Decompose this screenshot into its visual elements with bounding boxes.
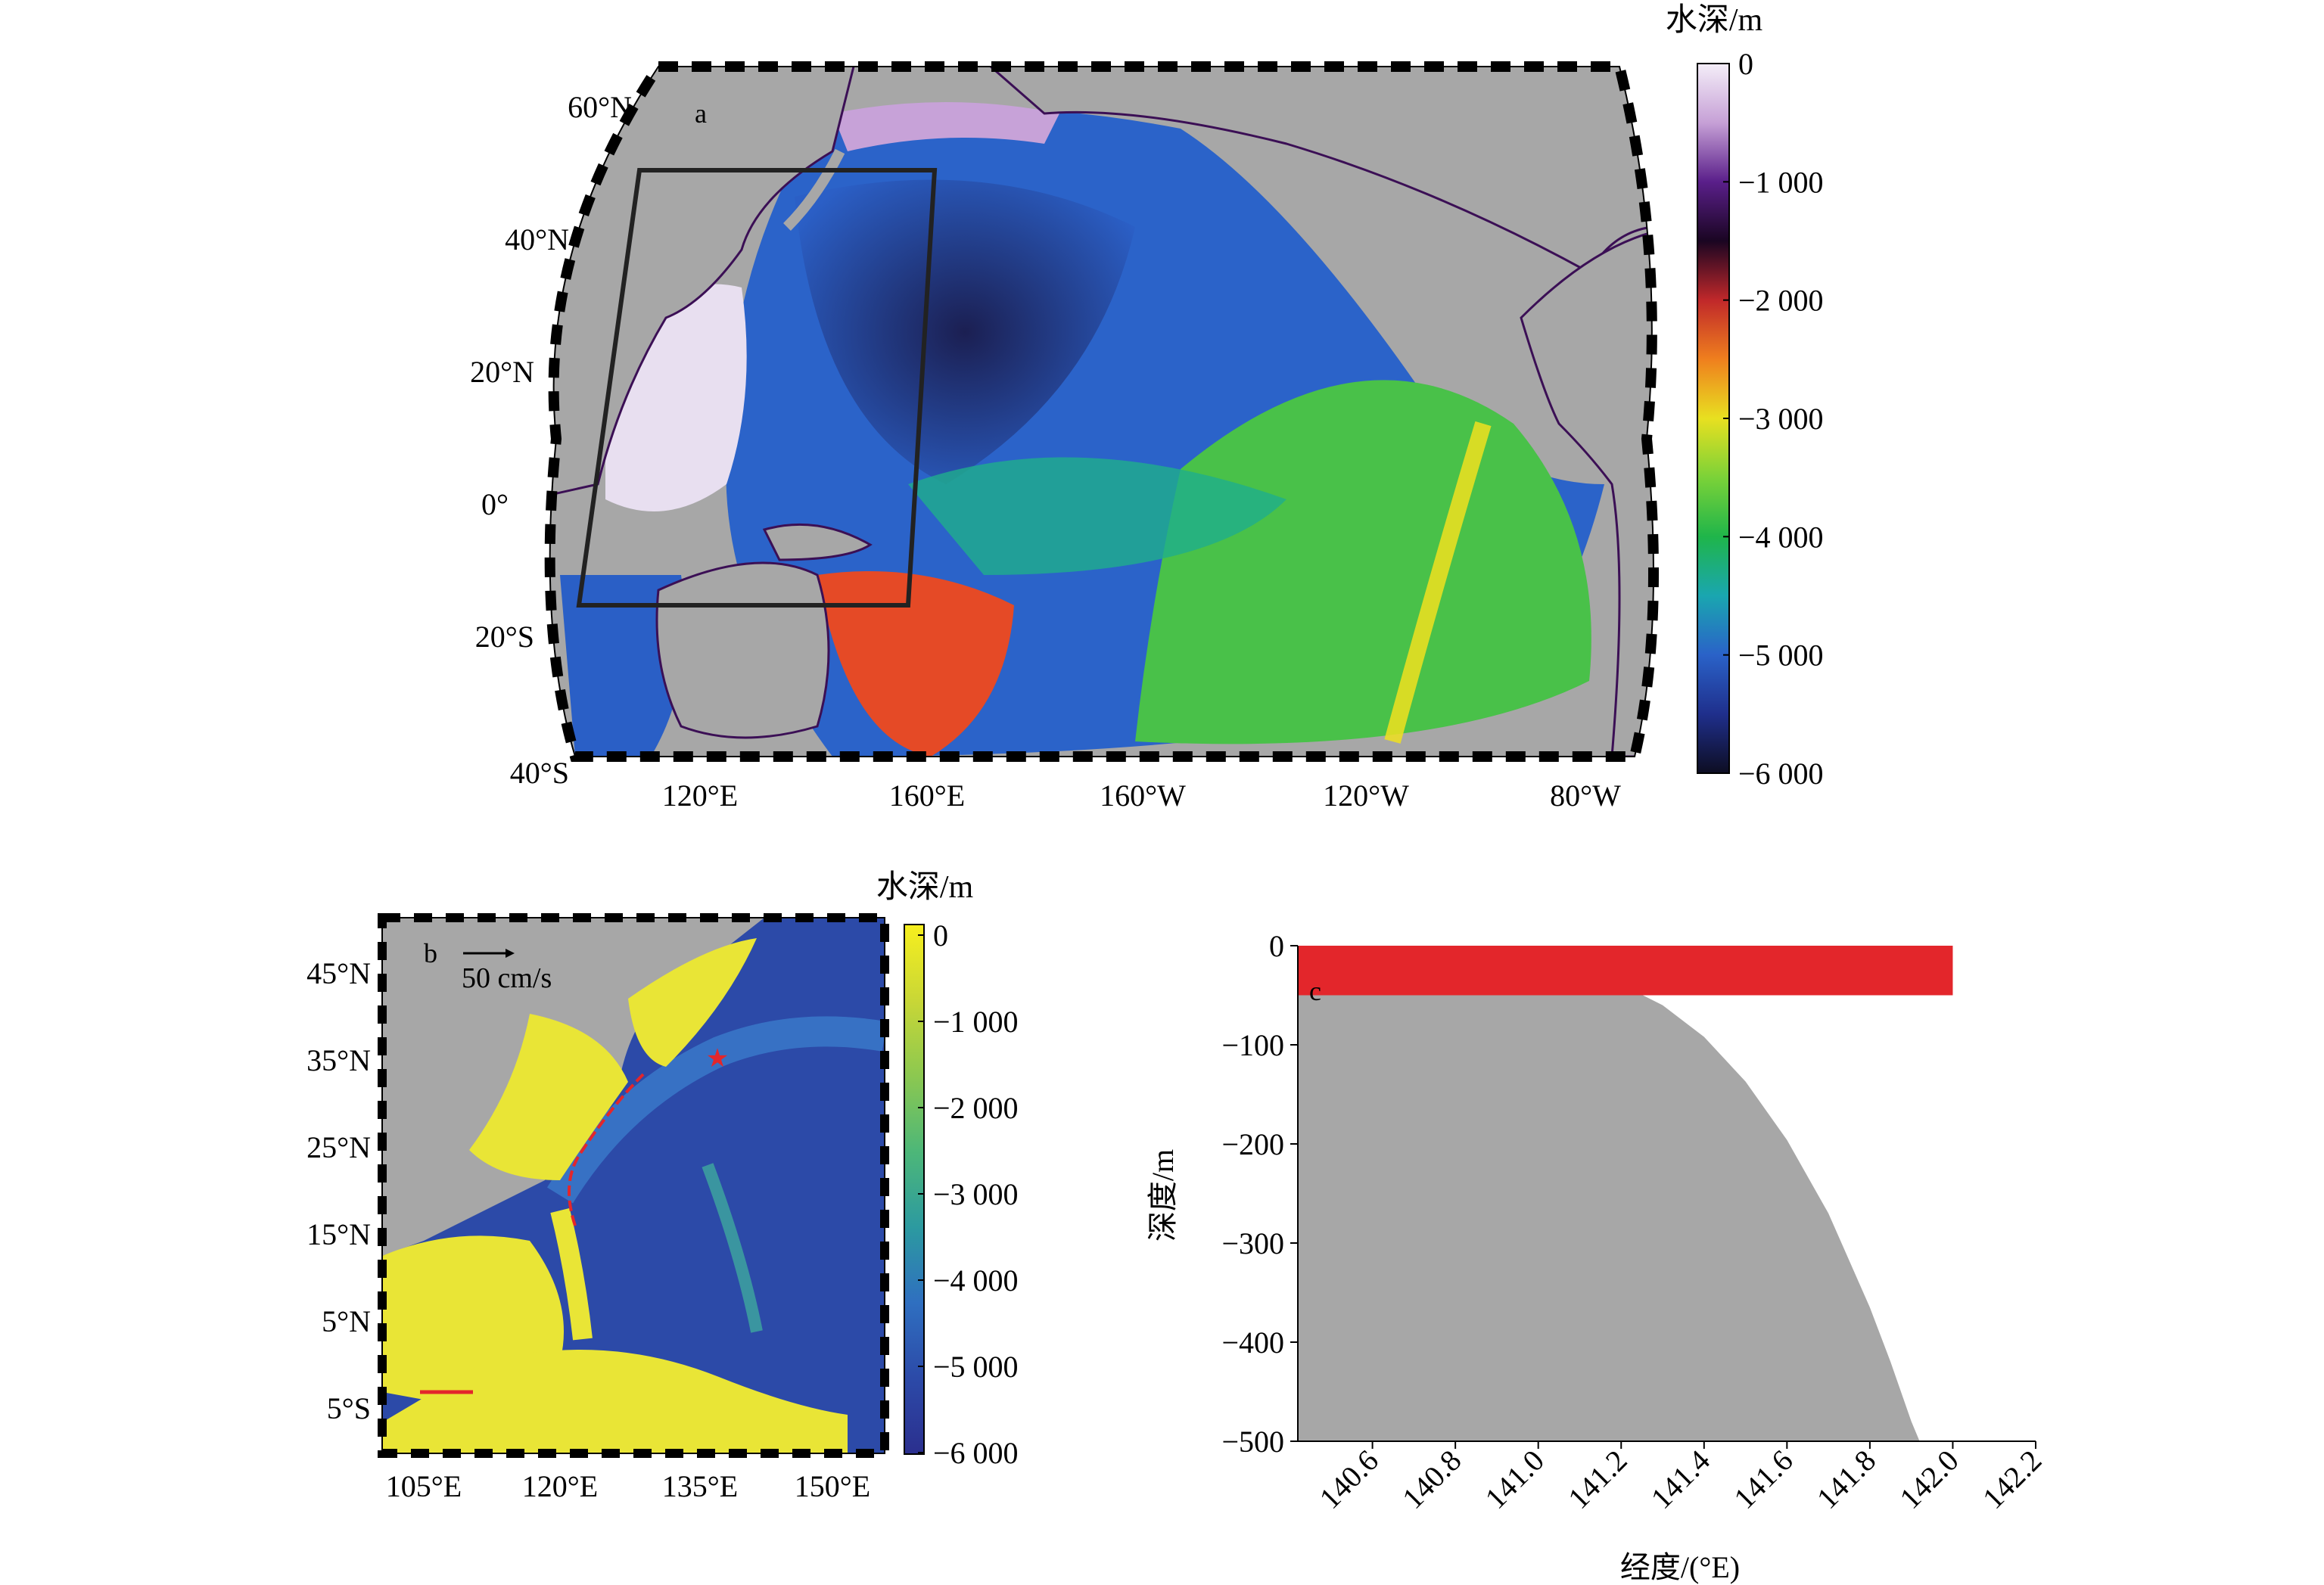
- lat-label: 5°S: [327, 1391, 371, 1425]
- colorbar-tick-label: −6 000: [933, 1436, 1019, 1470]
- colorbar-tick-label: −2 000: [933, 1091, 1019, 1125]
- y-tick-label: −100: [1221, 1028, 1284, 1062]
- kuroshio-band: [546, 1016, 885, 1204]
- y-tick-label: −200: [1221, 1127, 1284, 1161]
- surface-layer-band: [1298, 946, 1953, 996]
- lon-label: 120°E: [662, 779, 738, 813]
- x-tick-label: 141.4: [1644, 1444, 1716, 1515]
- y-tick-label: −400: [1221, 1325, 1284, 1360]
- panel-a-map: a 60°N 40°N 20°N 0° 20°S 40°S 120°E 160°…: [470, 61, 1659, 813]
- colorbar-tick-label: −4 000: [933, 1263, 1019, 1298]
- panel-a-lat-labels: 60°N 40°N 20°N 0° 20°S 40°S: [470, 90, 632, 790]
- lat-label: 35°N: [306, 1043, 371, 1077]
- lon-label: 120°W: [1323, 779, 1409, 813]
- colorbar-b-ramp: [904, 924, 925, 1455]
- panel-b-label: b: [424, 938, 437, 968]
- colorbar-tick-label: −1 000: [1738, 165, 1824, 199]
- lat-label: 0°: [481, 487, 509, 521]
- philippines-islands: [550, 1207, 593, 1341]
- lat-label: 60°N: [568, 90, 632, 124]
- panel-a-lon-labels: 120°E 160°E 160°W 120°W 80°W: [662, 779, 1621, 813]
- y-tick-label: −500: [1221, 1425, 1284, 1459]
- colorbar-a-title: 水深/m: [1666, 3, 1763, 38]
- y-tick-label: −300: [1221, 1226, 1284, 1260]
- seafloor-area: [1298, 946, 1920, 1441]
- colorbar-tick-label: −3 000: [933, 1177, 1019, 1211]
- y-tick-label: 0: [1269, 929, 1284, 963]
- colorbar-tick-label: 0: [933, 918, 948, 953]
- lat-label: 40°N: [505, 222, 569, 256]
- lat-label: 45°N: [306, 956, 371, 990]
- panel-b-map: ★ b 50 cm/s 45°N 35°N 25°N 15°N 5°N 5°S …: [306, 913, 889, 1503]
- velocity-scale-label: 50 cm/s: [462, 962, 552, 994]
- colorbar-tick-label: −2 000: [1738, 284, 1824, 318]
- lat-label: 40°S: [510, 756, 569, 790]
- panel-c-ylabel: 深度/m: [1146, 1149, 1180, 1242]
- colorbar-b-title: 水深/m: [876, 870, 974, 905]
- x-tick-label: 141.6: [1727, 1444, 1799, 1515]
- x-tick-label: 142.0: [1893, 1444, 1965, 1515]
- study-area-box: [576, 168, 938, 608]
- lon-label: 160°W: [1100, 779, 1186, 813]
- colorbar-tick-label: −1 000: [933, 1005, 1019, 1039]
- japan-shelf: [628, 938, 757, 1067]
- east-pacific-rise-ridge: [1384, 421, 1492, 744]
- alaska-landmass: [981, 67, 1654, 275]
- colorbar-tick-label: 0: [1738, 47, 1753, 81]
- station-star-icon: ★: [706, 1045, 729, 1073]
- lat-label: 15°N: [306, 1217, 371, 1251]
- lon-label: 135°E: [662, 1469, 738, 1503]
- lat-label: 5°N: [322, 1304, 371, 1338]
- panel-a-label: a: [695, 98, 707, 129]
- kuroshio-path-line: [568, 1073, 645, 1226]
- lat-label: 20°N: [470, 355, 534, 389]
- japan-arc: [783, 148, 845, 231]
- x-tick-label: 142.2: [1976, 1444, 2048, 1515]
- maritime-continent: [382, 1350, 848, 1453]
- tropical-green-field: [908, 457, 1286, 575]
- deep-pacific-field: [795, 179, 1135, 484]
- australia-landmass: [655, 561, 830, 739]
- x-tick-label: 141.0: [1479, 1444, 1551, 1515]
- tasman-red-field: [817, 571, 1014, 757]
- lon-label: 105°E: [386, 1469, 462, 1503]
- bering-shelf-field: [832, 102, 1059, 151]
- americas-landmass: [1520, 225, 1654, 757]
- colorbar-tick-label: −3 000: [1738, 402, 1824, 436]
- panel-b-lon-labels: 105°E 120°E 135°E 150°E: [386, 1469, 870, 1503]
- lat-label: 20°S: [475, 620, 534, 654]
- lat-label: 25°N: [306, 1130, 371, 1164]
- x-tick-label: 140.8: [1395, 1444, 1467, 1515]
- new-guinea-landmass: [762, 523, 873, 561]
- south-indian-field: [560, 575, 685, 757]
- colorbar-tick-label: −5 000: [933, 1350, 1019, 1384]
- x-tick-label: 140.6: [1313, 1444, 1385, 1515]
- lon-label: 160°E: [889, 779, 965, 813]
- lon-label: 150°E: [795, 1469, 870, 1503]
- lon-label: 120°E: [522, 1469, 598, 1503]
- panel-b-colorbar: 水深/m 0 −1 000 −2 000 −3 000 −4 000 −5 000 −6 0…: [876, 870, 1019, 1470]
- panel-a-colorbar: 水深/m 0 −1 000 −2 000 −3 000 −4 000 −5 000 −6 0…: [1666, 3, 1824, 791]
- x-tick-label: 141.8: [1810, 1444, 1882, 1515]
- lon-label: 80°W: [1550, 779, 1621, 813]
- panel-c-label: c: [1309, 976, 1321, 1006]
- colorbar-tick-label: −5 000: [1738, 639, 1824, 673]
- x-tick-label: 141.2: [1561, 1444, 1633, 1515]
- panel-c-xlabel: 经度/(°E): [1620, 1550, 1740, 1584]
- colorbar-tick-label: −4 000: [1738, 520, 1824, 554]
- velocity-scale-arrow: [463, 949, 515, 958]
- mariana-band: [702, 1163, 763, 1333]
- china-shelf: [469, 1014, 628, 1180]
- panel-b-lat-labels: 45°N 35°N 25°N 15°N 5°N 5°S: [306, 956, 371, 1425]
- colorbar-tick-label: −6 000: [1738, 757, 1824, 791]
